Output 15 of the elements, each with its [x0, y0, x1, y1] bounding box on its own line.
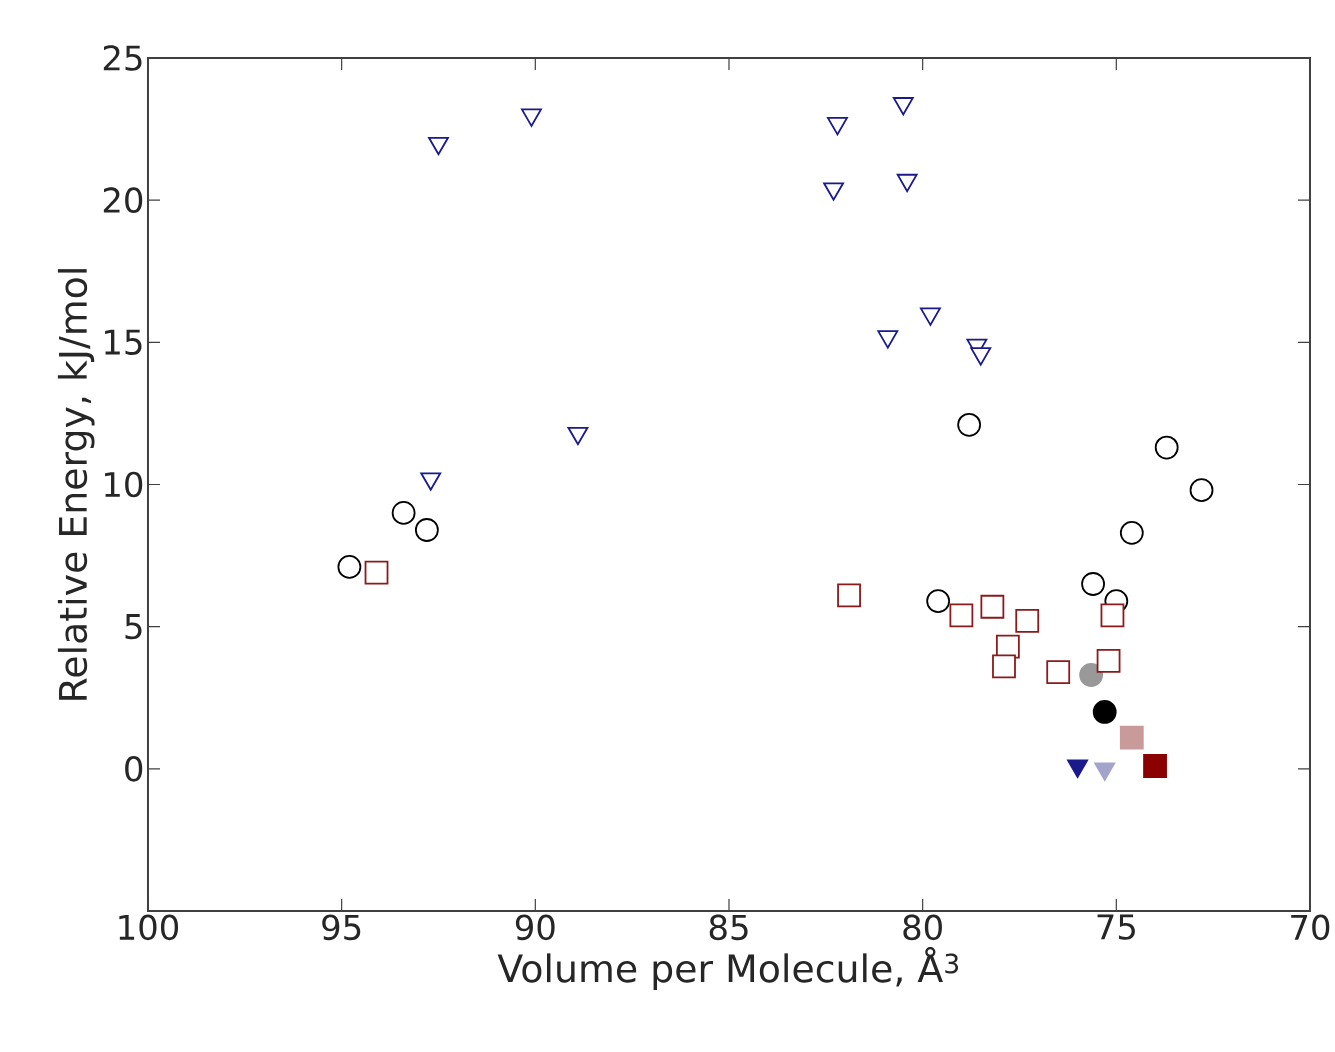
x-tick-label: 75	[1097, 914, 1135, 940]
y-tick-label: 20	[103, 187, 143, 213]
y-tick-label: 25	[103, 45, 142, 71]
x-tick-label: 100	[119, 914, 179, 941]
y-tick-label: 5	[125, 614, 142, 640]
x-axis-title: Volume per Molecule, Å$^{3}$	[497, 946, 959, 990]
x-tick-label: 80	[903, 914, 942, 941]
y-tick-label: 0	[125, 756, 143, 782]
y-tick-label: 15	[105, 329, 142, 355]
x-tick-label: 70	[1291, 914, 1330, 941]
y-tick-label: 10	[105, 471, 143, 498]
x-tick-label: 90	[515, 914, 555, 941]
x-tick-label: 85	[709, 914, 748, 941]
x-tick-label: 95	[322, 914, 361, 941]
y-axis-title: Relative Energy, kJ/mol	[57, 269, 95, 700]
